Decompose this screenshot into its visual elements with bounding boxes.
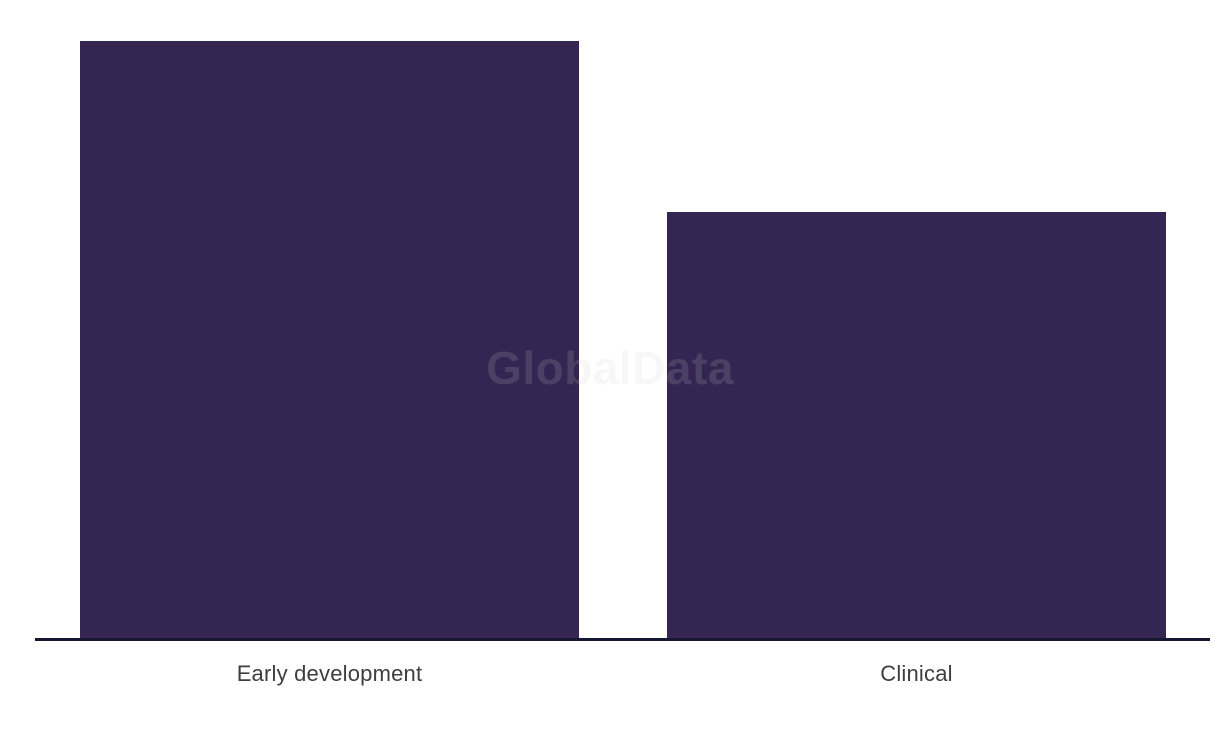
bar-clinical <box>667 212 1166 638</box>
x-axis-label-clinical: Clinical <box>880 661 953 686</box>
x-axis-label-early-development: Early development <box>236 661 423 686</box>
x-axis-line <box>35 638 1210 641</box>
bar-early-development <box>80 41 579 638</box>
